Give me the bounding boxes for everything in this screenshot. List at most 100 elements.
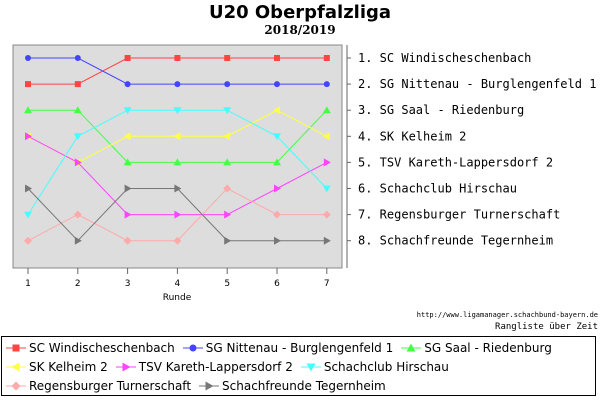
legend-marker xyxy=(12,344,20,352)
data-point xyxy=(25,132,32,141)
data-point xyxy=(274,236,281,245)
data-point xyxy=(24,106,32,114)
data-point xyxy=(174,81,181,88)
data-point xyxy=(323,81,330,88)
legend-item: TSV Kareth-Lappersdorf 2 xyxy=(115,360,293,374)
data-point xyxy=(173,158,182,166)
legend-label: Regensburger Turnerschaft xyxy=(29,379,192,393)
data-point xyxy=(123,158,132,166)
x-tick-label: 1 xyxy=(25,279,31,289)
rank-label: 5. TSV Kareth-Lappersdorf 2 xyxy=(358,155,553,169)
data-point xyxy=(124,210,132,219)
legend-marker xyxy=(306,363,316,372)
legend-label: SG Nittenau - Burglengenfeld 1 xyxy=(205,341,394,355)
data-point xyxy=(273,158,281,166)
chart-title: U20 Oberpfalzliga xyxy=(208,2,392,23)
legend-item: SK Kelheim 2 xyxy=(6,360,108,374)
rank-label: 1. SC Windischeschenbach xyxy=(358,51,531,65)
data-point xyxy=(223,132,231,141)
legend-item: Regensburger Turnerschaft xyxy=(6,379,191,393)
data-point xyxy=(124,81,131,88)
data-point xyxy=(73,210,82,219)
data-point xyxy=(322,106,331,114)
x-tick-label: 5 xyxy=(224,279,230,289)
legend-item: Schachfreunde Tegernheim xyxy=(199,379,386,393)
data-point xyxy=(24,236,32,245)
data-point xyxy=(224,236,232,245)
data-point xyxy=(323,158,331,167)
data-point xyxy=(224,81,231,88)
data-point xyxy=(223,107,232,115)
data-point xyxy=(73,133,82,141)
x-tick-label: 4 xyxy=(175,279,181,289)
data-point xyxy=(223,158,232,166)
series-7 xyxy=(24,184,331,245)
data-point xyxy=(273,210,281,219)
legend-swatch xyxy=(115,362,136,372)
data-point xyxy=(174,55,181,61)
legend-swatch xyxy=(6,381,26,391)
data-point xyxy=(25,184,32,193)
legend-swatch xyxy=(182,344,203,352)
data-point xyxy=(173,107,182,115)
legend-row: SK Kelheim 2 TSV Kareth-Lappersdorf 2 Scha… xyxy=(6,358,457,376)
rank-label: 8. Schachfreunde Tegernheim xyxy=(358,234,553,248)
series-5 xyxy=(25,132,331,219)
data-point xyxy=(25,55,31,61)
data-point xyxy=(25,81,31,88)
data-point xyxy=(24,211,32,219)
x-tick-label: 3 xyxy=(125,279,131,289)
legend-item: Schachclub Hirschau xyxy=(300,360,449,374)
data-point xyxy=(124,184,132,193)
data-point xyxy=(274,184,281,193)
legend-label: Schachfreunde Tegernheim xyxy=(222,379,386,393)
legend-label: SK Kelheim 2 xyxy=(29,360,108,374)
series-3 xyxy=(24,106,331,166)
data-point xyxy=(74,158,82,167)
data-point xyxy=(123,132,131,141)
x-tick-label: 2 xyxy=(75,279,81,289)
legend-swatch xyxy=(300,363,321,372)
legend-marker xyxy=(205,381,214,391)
data-point xyxy=(274,81,280,88)
legend-marker xyxy=(11,362,20,372)
rank-label: 3. SG Saal - Riedenburg xyxy=(358,103,524,117)
legend-row: Regensburger Turnerschaft Schachfreunde T… xyxy=(6,377,394,395)
legend-swatch xyxy=(401,343,422,352)
data-point xyxy=(223,184,232,193)
source-url: http://www.ligamanager.schachbund-bayern… xyxy=(416,311,598,319)
legend-item: SC Windischeschenbach xyxy=(6,341,175,355)
chart-subtitle: 2018/2019 xyxy=(264,23,336,37)
data-point xyxy=(224,55,231,61)
legend-label: SG Saal - Riedenburg xyxy=(424,341,552,355)
legend-swatch xyxy=(6,344,26,352)
data-point xyxy=(123,107,132,115)
legend-marker xyxy=(122,362,131,372)
data-point xyxy=(74,236,82,245)
line-chart: 1 2 3 4 5 6 7 1. SC Windischeschenbach 2. SG Ni… xyxy=(12,44,596,303)
x-tick-label: 7 xyxy=(324,279,330,289)
legend: SC Windischeschenbach SG Nittenau - Burgl… xyxy=(1,336,596,396)
rank-label: 6. Schachclub Hirschau xyxy=(358,182,517,196)
legend-row: SC Windischeschenbach SG Nittenau - Burgl… xyxy=(6,339,560,357)
data-point xyxy=(74,55,81,61)
data-point xyxy=(322,185,331,193)
data-point xyxy=(274,55,280,61)
data-point xyxy=(323,236,331,245)
data-point xyxy=(174,184,182,193)
data-point xyxy=(173,236,182,245)
legend-item: SG Saal - Riedenburg xyxy=(401,341,552,355)
legend-label: SC Windischeschenbach xyxy=(29,341,175,355)
data-point xyxy=(123,236,132,245)
data-point xyxy=(323,55,330,61)
legend-label: Schachclub Hirschau xyxy=(323,360,449,374)
legend-marker xyxy=(406,343,416,352)
data-point xyxy=(74,81,81,88)
series-8 xyxy=(25,184,331,245)
data-point xyxy=(273,106,280,115)
data-point xyxy=(224,210,232,219)
data-point xyxy=(273,133,281,141)
data-point xyxy=(73,106,82,114)
plot-background xyxy=(12,44,343,269)
data-point xyxy=(174,210,182,219)
